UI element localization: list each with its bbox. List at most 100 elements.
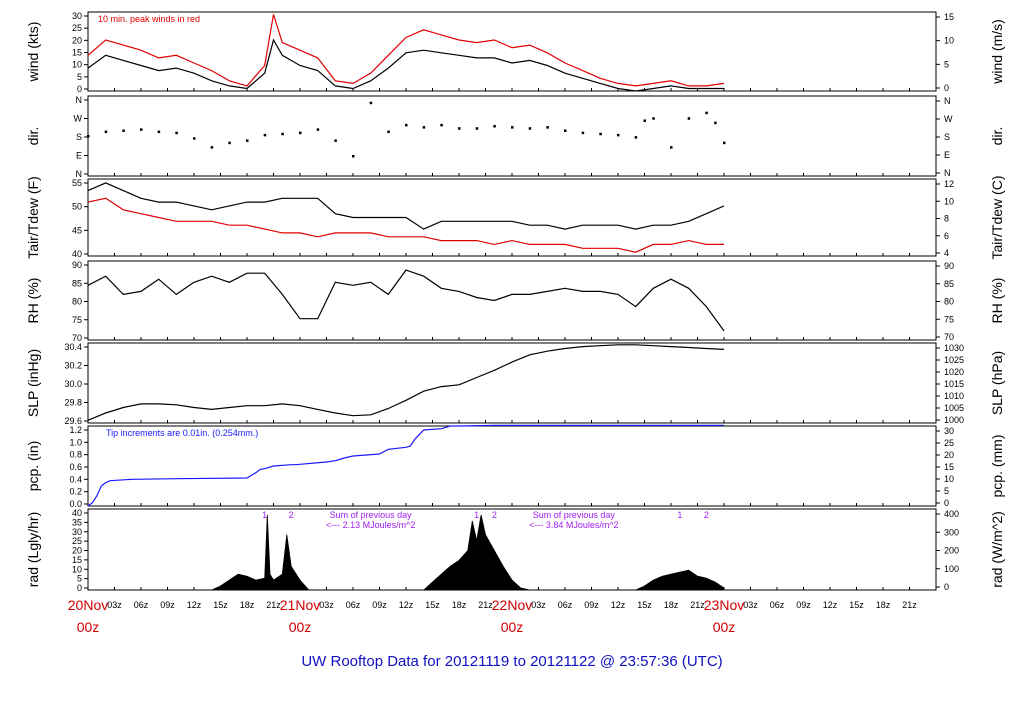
pcp-right-tick-label: 10 — [944, 474, 954, 484]
dir-point — [687, 117, 691, 120]
slp-right-tick-label: 1000 — [944, 415, 964, 425]
rh-right-tick-label: 75 — [944, 314, 954, 324]
rad-left-tick-label: 15 — [72, 555, 82, 565]
wind-line-series-1 — [87, 38, 724, 92]
rh-right-tick-label: 90 — [944, 261, 954, 271]
temp-left-tick-label: 40 — [72, 249, 82, 259]
rad-marker: 2 — [289, 510, 294, 520]
rh-line-series-0 — [87, 269, 725, 332]
pcp-right-tick-label: 20 — [944, 450, 954, 460]
rad-marker: 1 — [262, 510, 267, 520]
pcp-right-tick-label: 25 — [944, 438, 954, 448]
dir-point — [652, 117, 655, 120]
dir-left-tick-label: W — [74, 114, 83, 124]
hour-label: 06z — [346, 600, 361, 610]
dir-ylabel-left: dir. — [25, 127, 41, 146]
dir-point — [210, 146, 214, 149]
temp-right-tick-label: 8 — [944, 214, 949, 224]
wind-left-tick-label: 10 — [72, 60, 82, 70]
dir-point — [634, 136, 638, 139]
dir-point — [193, 137, 196, 140]
rh-frame — [87, 260, 937, 341]
dir-point — [352, 155, 355, 158]
dir-point — [369, 101, 373, 105]
temp-left-tick-label: 50 — [72, 202, 82, 212]
hour-label: 09z — [160, 600, 175, 610]
dir-point — [528, 127, 532, 130]
hour-label: 09z — [372, 600, 387, 610]
dir-point — [714, 121, 717, 125]
wind-ylabel-right: wind (m/s) — [989, 19, 1005, 85]
rad-frame — [87, 508, 937, 591]
rad-marker: 1 — [677, 510, 682, 520]
rad-left-tick-label: 40 — [72, 508, 82, 518]
date-label: 22Nov — [492, 597, 532, 613]
rh-panel: 70 75 80 85 90 70 75 80 85 90 RH (%) RH (%) — [25, 260, 1005, 343]
rh-left-tick-label: 90 — [72, 260, 82, 270]
hour-label: 03z — [531, 600, 546, 610]
rh-ylabel-left: RH (%) — [25, 278, 41, 324]
temp-panel: 40 45 50 55 4 6 8 10 12 Tair/Tdew (F) Tair/Tdew (C… — [25, 175, 1005, 259]
pcp-ylabel-left: pcp. (in) — [25, 441, 41, 492]
temp-frame — [87, 178, 937, 257]
pcp-line-series-0 — [87, 424, 724, 507]
dir-point — [263, 133, 267, 137]
hour-label: 21z — [690, 600, 705, 610]
pcp-left-tick-label: 1.0 — [69, 437, 82, 447]
slp-right-tick-label: 1020 — [944, 367, 964, 377]
wind-annotation: 10 min. peak winds in red — [98, 14, 200, 24]
pcp-left-tick-label: 0.2 — [69, 487, 82, 497]
dir-point — [228, 141, 231, 145]
rad-right-tick-label: 400 — [944, 509, 959, 519]
rh-right-tick-label: 70 — [944, 332, 954, 342]
rad-sum-annotation: Sum of previous day — [330, 510, 413, 520]
dir-point — [104, 130, 108, 134]
pcp-ylabel-right: pcp. (mm) — [989, 435, 1005, 498]
dir-left-tick-label: S — [76, 132, 82, 142]
hour-label: 21z — [266, 600, 281, 610]
hour-label: 21z — [902, 600, 917, 610]
dir-point — [643, 119, 646, 122]
hour-label: 21z — [478, 600, 493, 610]
pcp-left-tick-label: 0.6 — [69, 462, 82, 472]
footer-title: UW Rooftop Data for 20121119 to 20121122… — [301, 653, 722, 670]
slp-right-tick-label: 1030 — [944, 343, 964, 353]
hour-label: 12z — [611, 600, 626, 610]
dir-point — [705, 111, 708, 115]
rad-right-tick-label: 100 — [944, 564, 959, 574]
wind-ylabel-left: wind (kts) — [25, 22, 41, 83]
date-label: 21Nov — [280, 597, 320, 613]
dir-point — [334, 139, 337, 142]
pcp-annotation: Tip increments are 0.01in. (0.254mm.) — [106, 428, 258, 438]
rad-left-tick-label: 30 — [72, 527, 82, 537]
rad-left-tick-label: 25 — [72, 536, 82, 546]
pcp-left-tick-label: 0.4 — [69, 474, 82, 484]
wind-left-tick-label: 20 — [72, 35, 82, 45]
slp-right-tick-label: 1015 — [944, 379, 964, 389]
slp-left-tick-label: 30.0 — [64, 379, 82, 389]
pcp-frame — [87, 425, 937, 507]
hour-label: 06z — [558, 600, 573, 610]
hour-label: 15z — [213, 600, 228, 610]
dir-point — [387, 130, 390, 134]
hour-label: 15z — [637, 600, 652, 610]
dir-point — [599, 132, 602, 136]
hour-label: 15z — [849, 600, 864, 610]
slp-right-tick-label: 1025 — [944, 355, 964, 365]
hour-label: 12z — [823, 600, 838, 610]
hour-label: 12z — [399, 600, 414, 610]
date-label: 20Nov — [68, 597, 108, 613]
rad-left-tick-label: 10 — [72, 564, 82, 574]
date-time-label: 00z — [713, 619, 736, 635]
hour-label: 06z — [134, 600, 149, 610]
dir-point — [175, 131, 178, 135]
date-time-label: 00z — [501, 619, 524, 635]
dir-point — [316, 128, 320, 131]
hour-label: 09z — [796, 600, 811, 610]
temp-right-tick-label: 12 — [944, 179, 954, 189]
dir-point — [87, 135, 90, 138]
dir-point — [670, 146, 673, 149]
dir-point — [140, 128, 143, 131]
dir-left-tick-label: E — [76, 151, 82, 161]
